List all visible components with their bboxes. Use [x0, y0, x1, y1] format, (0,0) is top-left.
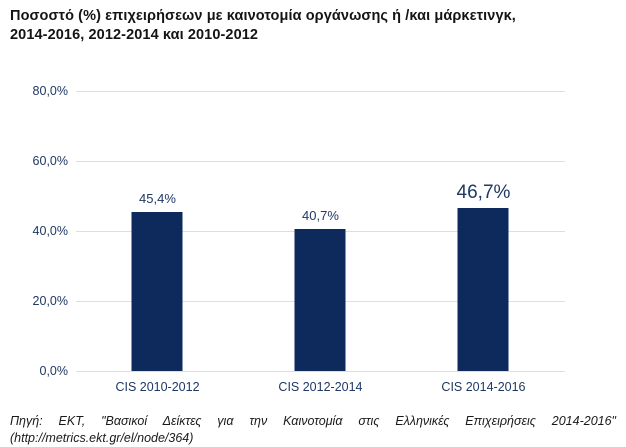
- x-axis-category-label: CIS 2014-2016: [441, 380, 526, 395]
- category-slot: 45,4% CIS 2010-2012: [76, 91, 239, 394]
- bar: [294, 228, 346, 372]
- y-axis-tick-label: 80,0%: [32, 84, 68, 99]
- chart-title: Ποσοστό (%) επιχειρήσεων με καινοτομία ο…: [10, 7, 616, 45]
- source-citation-line1: Πηγή: ΕΚΤ, "Βασικοί Δείκτες για την Καιν…: [10, 414, 616, 429]
- bar: [131, 212, 183, 372]
- chart-title-line2: 2014-2016, 2012-2014 και 2010-2012: [10, 27, 259, 44]
- gridline: [76, 91, 565, 93]
- category-slot: 40,7% CIS 2012-2014: [239, 91, 402, 394]
- value-label: 45,4%: [139, 191, 176, 207]
- x-axis-category-label: CIS 2012-2014: [278, 380, 363, 395]
- source-citation: Πηγή: ΕΚΤ, "Βασικοί Δείκτες για την Καιν…: [10, 413, 616, 447]
- bar-chart: 0,0% 20,0% 40,0% 60,0% 80,0% 45,4% CIS 2010-2…: [10, 84, 616, 397]
- y-axis-tick-label: 40,0%: [32, 224, 68, 239]
- source-citation-line2: (http://metrics.ekt.gr/el/node/364): [10, 431, 194, 446]
- y-axis: 0,0% 20,0% 40,0% 60,0% 80,0%: [10, 84, 68, 378]
- y-axis-tick-label: 0,0%: [39, 364, 69, 379]
- chart-title-line1: Ποσοστό (%) επιχειρήσεων με καινοτομία ο…: [10, 8, 516, 24]
- value-label: 40,7%: [302, 207, 339, 223]
- y-axis-tick-label: 20,0%: [32, 294, 68, 309]
- value-label: 46,7%: [456, 181, 511, 203]
- gridline: [76, 371, 565, 373]
- plot-area: 45,4% CIS 2010-2012 40,7% CIS 2012-2014 46,7…: [76, 91, 565, 394]
- bar: [457, 207, 509, 372]
- category-slot: 46,7% CIS 2014-2016: [402, 91, 565, 394]
- x-axis-category-label: CIS 2010-2012: [115, 380, 200, 395]
- y-axis-tick-label: 60,0%: [32, 154, 68, 169]
- gridline: [76, 161, 565, 163]
